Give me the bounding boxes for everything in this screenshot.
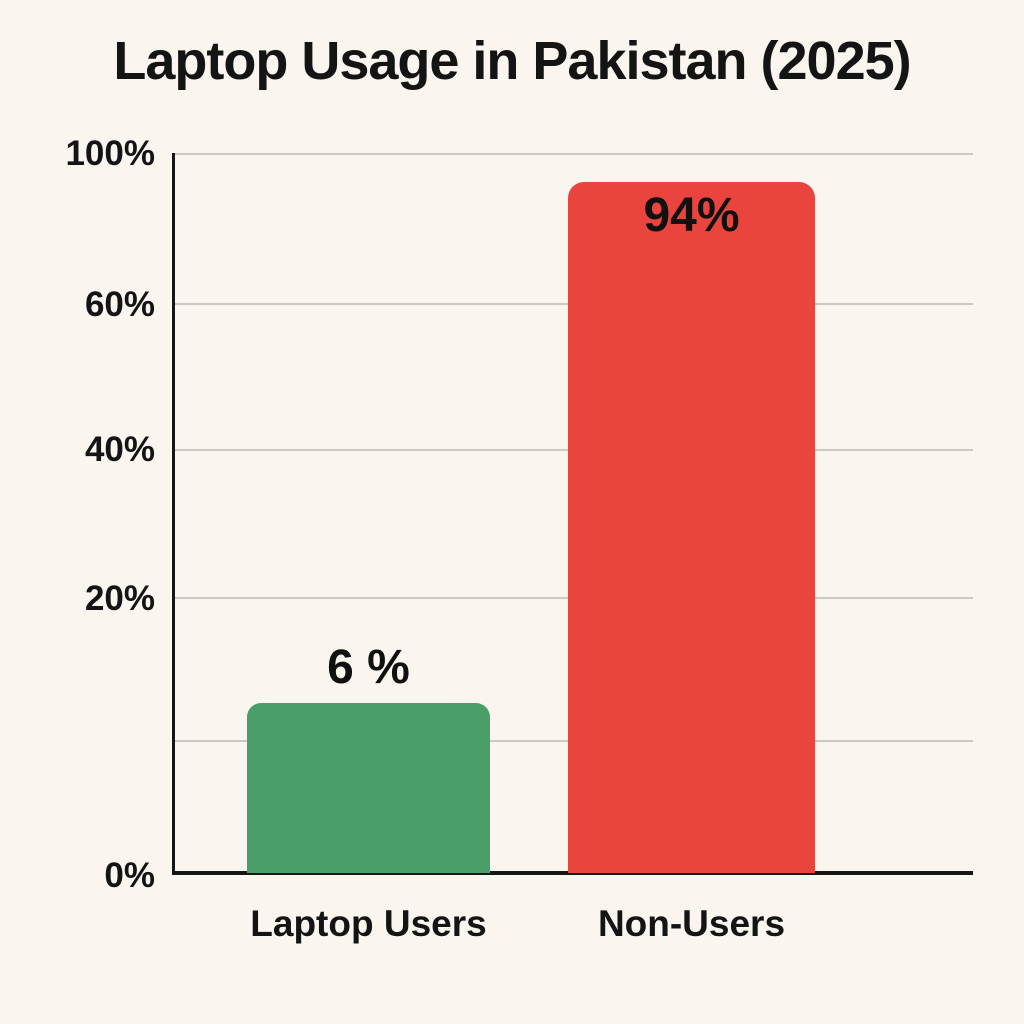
value-label-non-users: 94%	[643, 189, 740, 242]
y-tick-40: 40%	[84, 430, 155, 469]
x-axis-line	[172, 871, 973, 875]
x-category-laptop-users: Laptop Users	[250, 903, 487, 944]
value-label-laptop-users: 6 %	[327, 641, 410, 694]
chart-title: Laptop Usage in Pakistan (2025)	[113, 31, 911, 91]
y-tick-20: 20%	[84, 579, 155, 618]
x-category-non-users: Non-Users	[597, 903, 786, 944]
bar-non-users: 94%	[568, 182, 815, 873]
y-tick-0: 0%	[104, 856, 155, 895]
y-tick-60: 60%	[84, 285, 155, 324]
y-axis-line	[172, 153, 175, 875]
gridline-100	[174, 153, 973, 155]
y-tick-100: 100%	[65, 134, 155, 173]
bar-laptop-users	[247, 703, 490, 873]
plot-area: 6 % 94%	[172, 153, 973, 875]
